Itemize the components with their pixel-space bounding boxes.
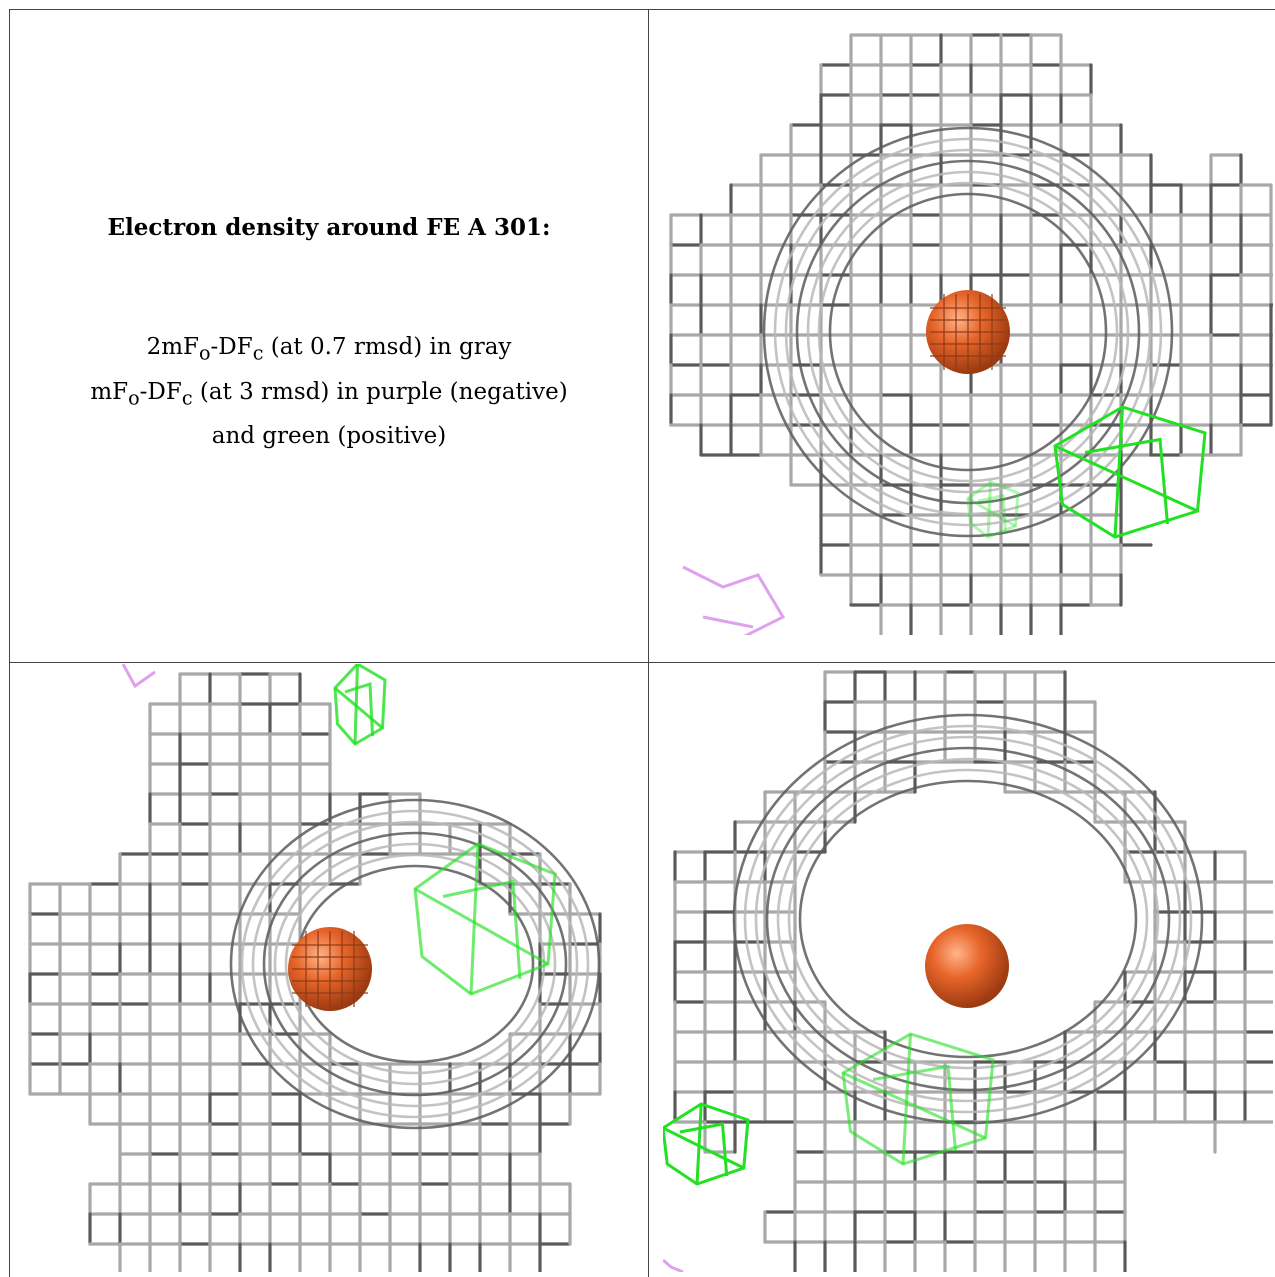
mesh-over-atom xyxy=(292,931,368,1007)
density-view-1 xyxy=(663,27,1273,635)
positive-density-cage xyxy=(413,842,557,996)
negative-density-fragment xyxy=(121,664,156,689)
mesh-over-atom xyxy=(930,294,1006,370)
caption-title: Electron density around FE A 301: xyxy=(107,214,551,241)
positive-density-cage xyxy=(333,664,387,746)
caption-description: 2mFo-DFc (at 0.7 rmsd) in gray mFo-DFc (… xyxy=(10,328,648,455)
grid-divider-vertical xyxy=(648,9,649,1277)
positive-density-cage xyxy=(966,480,1020,539)
density-mesh xyxy=(669,33,1273,635)
grid-divider-horizontal xyxy=(9,662,1275,663)
caption-line-colors: and green (positive) xyxy=(211,423,447,450)
negative-density-fragment xyxy=(702,615,754,629)
mesh-ring-strands xyxy=(762,126,1174,538)
density-mesh xyxy=(663,670,1273,1272)
density-view-3 xyxy=(663,664,1273,1272)
figure-frame xyxy=(9,9,1275,1277)
mesh-2fo-fc xyxy=(669,33,1273,635)
mesh-ring-strands xyxy=(229,798,601,1130)
caption-line-2mfo-dfc: 2mFo-DFc (at 0.7 rmsd) in gray xyxy=(146,334,512,365)
iron-atom-sphere xyxy=(925,924,1009,1008)
caption-cell: Electron density around FE A 301: 2mFo-D… xyxy=(10,10,648,662)
density-mesh xyxy=(28,664,602,1272)
mesh-ring-strands xyxy=(732,713,1204,1125)
caption-line-mfo-dfc: mFo-DFc (at 3 rmsd) in purple (negative) xyxy=(90,378,568,410)
mesh-2fo-fc xyxy=(673,670,1273,1272)
positive-density-cage xyxy=(841,1032,995,1166)
density-view-2 xyxy=(25,664,633,1272)
positive-density-cage xyxy=(1053,405,1207,539)
negative-density-fragment xyxy=(682,565,786,635)
positive-density-cage xyxy=(663,1102,750,1186)
negative-density-fragment xyxy=(663,1258,684,1272)
